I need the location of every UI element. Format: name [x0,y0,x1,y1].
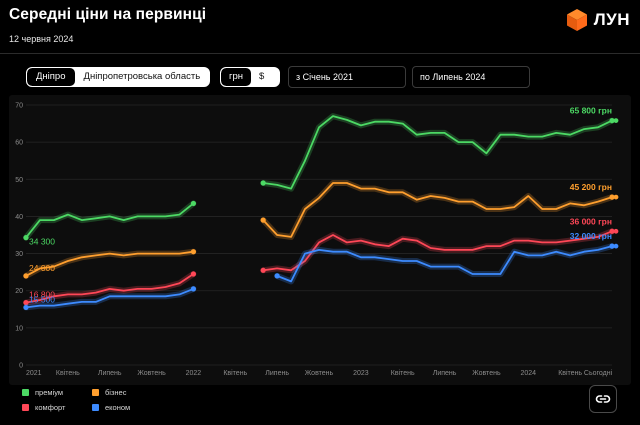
series-point [190,286,197,292]
y-tick-label: 0 [19,363,23,370]
legend-label: преміум [35,388,64,397]
x-tick-label: 2024 [520,370,536,377]
x-tick-label: Жовтень [305,370,334,377]
legend-item-business[interactable]: бізнес [92,388,172,397]
date-from-select[interactable]: з Січень 2021 [288,66,406,88]
series-point [274,273,280,279]
y-tick-label: 20 [15,288,23,295]
copy-link-button[interactable] [589,385,617,413]
series-line [262,115,613,190]
header-divider [0,53,640,54]
legend-swatch [92,404,99,411]
legend-label: економ [105,403,131,412]
series-end-label: 32 000 грн [570,231,612,241]
series-start-label: 16 800 [29,290,55,300]
series-start-label: 15 500 [29,294,55,304]
series-point [613,118,619,123]
legend-label: бізнес [105,388,127,397]
logo[interactable]: ЛУН [565,8,630,32]
currency-option-usd[interactable]: $ [259,71,265,82]
legend-swatch [92,389,99,396]
legend-swatch [22,404,29,411]
legend-item-comfort[interactable]: комфорт [22,403,92,412]
x-tick-label: Липень [98,370,122,377]
series-point [190,249,197,255]
legend-item-premium[interactable]: преміум [22,388,92,397]
x-tick-label: Квітень [391,369,415,377]
series-point [190,271,197,277]
series-point [23,304,29,311]
x-tick-label: 2022 [186,370,202,377]
series-line [25,288,195,309]
series-point [613,194,619,200]
series-point [613,243,619,249]
series-point [613,228,619,234]
region-option-city[interactable]: Дніпро [27,68,75,86]
chart-legend: преміум бізнес комфорт економ [22,388,172,412]
chart-panel: 0 10 20 30 40 50 60 70 2021 Квітень Липень Жовтень 2… [9,95,631,385]
legend-swatch [22,389,29,396]
x-tick-label: Квітень [223,369,247,377]
series-end-label: 45 200 грн [570,182,612,192]
series-end-label: 36 000 грн [570,216,612,226]
x-tick-label: Квітень [56,369,80,377]
series-line-glow [260,180,615,240]
series-start-label: 24 000 [29,263,55,273]
x-tick-label: Липень [265,370,289,377]
series-point [190,200,197,207]
x-tick-label: Жовтень [137,370,166,377]
report-date: 12 червня 2024 [9,34,74,44]
legend-item-economy[interactable]: економ [92,403,172,412]
x-tick-label: Липень [433,370,457,377]
x-tick-label: Квітень [558,369,582,377]
y-tick-label: 10 [15,325,23,332]
currency-option-uah[interactable]: грн [221,68,251,86]
cube-logo-icon [566,9,587,31]
series-point [23,300,29,306]
y-tick-label: 50 [15,177,23,184]
y-tick-label: 60 [15,140,23,147]
y-tick-label: 70 [15,103,23,110]
y-tick-label: 40 [15,214,23,221]
link-icon [595,395,611,403]
series-line [262,182,613,238]
x-tick-label: 2021 [26,370,42,377]
logo-text: ЛУН [593,10,630,29]
series-line [276,245,613,283]
currency-toggle: грн $ [220,67,280,87]
date-to-select[interactable]: по Липень 2024 [412,66,530,88]
x-tick-label: Сьогодні [584,369,613,377]
legend-label: комфорт [35,403,66,412]
series-point [23,235,29,241]
series-point [260,267,266,273]
series-line [25,250,195,277]
series-line [25,273,195,304]
x-tick-label: Жовтень [472,370,501,377]
series-point [23,273,29,279]
series-point [260,217,266,223]
region-toggle: Дніпро Дніпропетровська область [26,67,210,87]
x-tick-label: 2023 [353,370,369,377]
region-option-oblast[interactable]: Дніпропетровська область [83,71,201,82]
series-line [262,230,613,272]
series-line [25,202,195,239]
series-line-glow [260,113,615,192]
series-start-label: 34 300 [29,237,55,247]
y-tick-label: 30 [15,251,23,258]
series-end-label: 65 800 грн [570,106,612,116]
page-title: Середні ціни на первинці [9,6,207,23]
series-point [260,180,266,186]
price-line-chart: 0 10 20 30 40 50 60 70 2021 Квітень Липень Жовтень 2… [15,103,619,377]
